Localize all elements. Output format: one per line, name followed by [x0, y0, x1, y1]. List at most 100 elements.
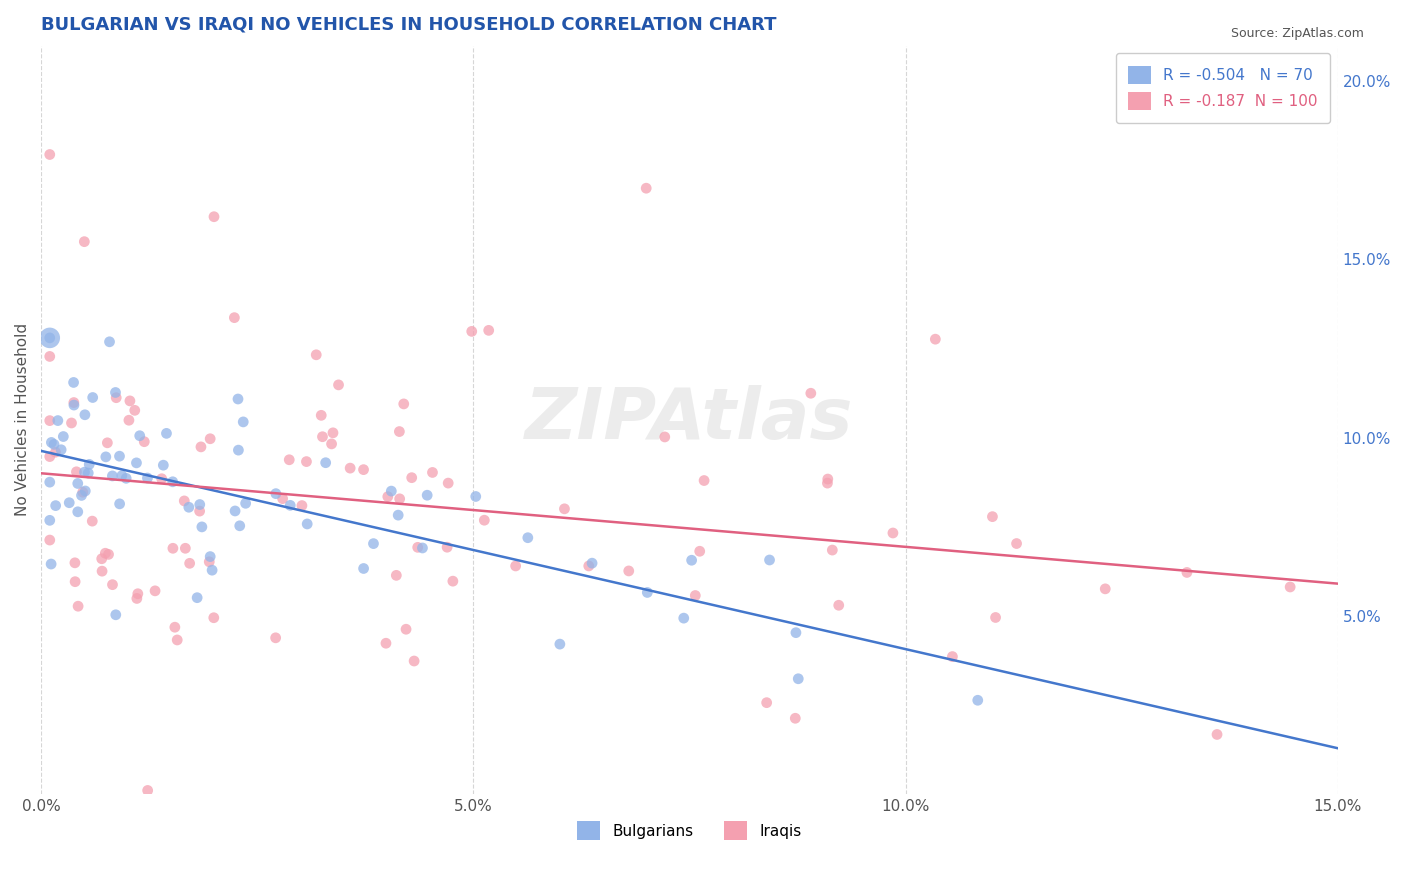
Point — [385, 568, 408, 582]
Point — [406, 541, 429, 555]
Point — [174, 541, 197, 556]
Point — [115, 471, 138, 485]
Point — [173, 494, 195, 508]
Point — [411, 541, 433, 555]
Point — [38, 147, 60, 161]
Point — [91, 564, 114, 578]
Point — [104, 385, 127, 400]
Point — [758, 553, 780, 567]
Point — [63, 574, 86, 589]
Point — [38, 350, 60, 364]
Point — [118, 393, 141, 408]
Point — [38, 450, 60, 464]
Point — [179, 557, 201, 571]
Point — [63, 398, 86, 412]
Point — [581, 556, 603, 570]
Point — [66, 476, 89, 491]
Point — [278, 499, 301, 513]
Point — [70, 488, 93, 502]
Point — [636, 585, 658, 599]
Point — [375, 636, 398, 650]
Point — [291, 499, 314, 513]
Point — [75, 483, 97, 498]
Point — [39, 557, 62, 571]
Point — [224, 504, 246, 518]
Point — [787, 672, 810, 686]
Point — [67, 599, 90, 614]
Point — [685, 589, 707, 603]
Point — [188, 498, 211, 512]
Point — [90, 551, 112, 566]
Legend: Bulgarians, Iraqis: Bulgarians, Iraqis — [571, 815, 807, 847]
Point — [636, 181, 658, 195]
Point — [118, 413, 141, 427]
Point — [58, 496, 80, 510]
Point — [464, 490, 486, 504]
Point — [377, 490, 399, 504]
Point — [128, 428, 150, 442]
Point — [229, 518, 252, 533]
Point — [689, 544, 711, 558]
Point — [38, 533, 60, 547]
Point — [111, 468, 134, 483]
Point — [125, 456, 148, 470]
Point — [125, 591, 148, 606]
Point — [108, 449, 131, 463]
Point — [188, 504, 211, 518]
Point — [311, 430, 333, 444]
Point — [617, 564, 640, 578]
Point — [97, 547, 120, 561]
Point — [941, 649, 963, 664]
Y-axis label: No Vehicles in Household: No Vehicles in Household — [15, 323, 30, 516]
Point — [46, 413, 69, 427]
Point — [166, 632, 188, 647]
Point — [437, 476, 460, 491]
Point — [305, 348, 328, 362]
Point — [353, 462, 375, 476]
Point — [150, 472, 173, 486]
Point — [77, 466, 100, 480]
Point — [416, 488, 439, 502]
Point — [155, 426, 177, 441]
Point — [94, 450, 117, 464]
Point — [548, 637, 571, 651]
Point — [44, 445, 66, 459]
Point — [821, 543, 844, 558]
Point — [186, 591, 208, 605]
Point — [1094, 582, 1116, 596]
Point — [1175, 566, 1198, 580]
Point — [478, 323, 501, 337]
Point — [162, 541, 184, 556]
Point — [96, 435, 118, 450]
Point — [278, 452, 301, 467]
Point — [1279, 580, 1302, 594]
Point — [363, 536, 385, 550]
Point — [38, 331, 60, 345]
Point — [817, 476, 839, 491]
Point — [72, 485, 94, 500]
Point — [235, 496, 257, 510]
Point — [295, 454, 318, 468]
Point — [553, 501, 575, 516]
Point — [441, 574, 464, 589]
Point — [134, 434, 156, 449]
Point — [108, 497, 131, 511]
Point — [66, 505, 89, 519]
Point — [322, 425, 344, 440]
Point — [163, 620, 186, 634]
Point — [94, 546, 117, 560]
Point — [104, 607, 127, 622]
Point — [49, 442, 72, 457]
Point — [224, 310, 246, 325]
Point — [1005, 536, 1028, 550]
Point — [162, 475, 184, 489]
Point — [191, 520, 214, 534]
Point — [177, 500, 200, 515]
Point — [755, 696, 778, 710]
Point — [578, 558, 600, 573]
Point — [654, 430, 676, 444]
Point — [63, 556, 86, 570]
Point — [339, 461, 361, 475]
Point — [328, 377, 350, 392]
Point — [388, 491, 411, 506]
